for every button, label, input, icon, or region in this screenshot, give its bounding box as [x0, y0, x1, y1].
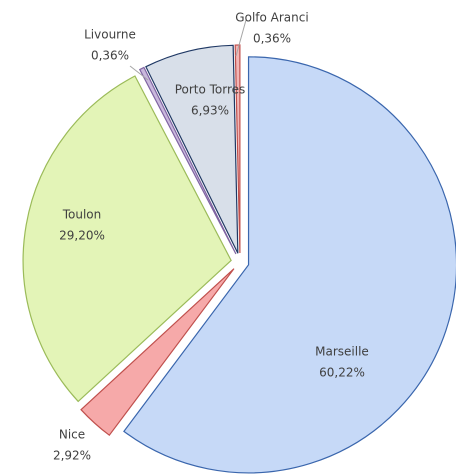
pie-slice — [123, 56, 456, 474]
pie-slice — [138, 66, 237, 255]
slice-label: Toulon — [62, 208, 102, 222]
leader-line — [235, 19, 247, 57]
leader-line — [129, 65, 149, 81]
slice-value: 2,92% — [53, 449, 91, 463]
slice-label: Nice — [59, 428, 85, 442]
slice-label: Livourne — [84, 28, 136, 42]
slice-value: 60,22% — [319, 366, 365, 380]
slice-value: 29,20% — [59, 229, 105, 243]
slice-label: Marseille — [315, 345, 369, 359]
slice-value: 0,36% — [253, 32, 291, 46]
slice-label: Golfo Aranci — [235, 11, 308, 25]
slice-value: 6,93% — [191, 104, 229, 118]
slice-value: 0,36% — [91, 49, 129, 63]
pie-slice — [145, 44, 239, 254]
pie-slice — [22, 75, 232, 403]
slice-label: Porto Torres — [175, 83, 246, 97]
pie-slice — [80, 268, 235, 437]
pie-slice — [234, 44, 241, 254]
